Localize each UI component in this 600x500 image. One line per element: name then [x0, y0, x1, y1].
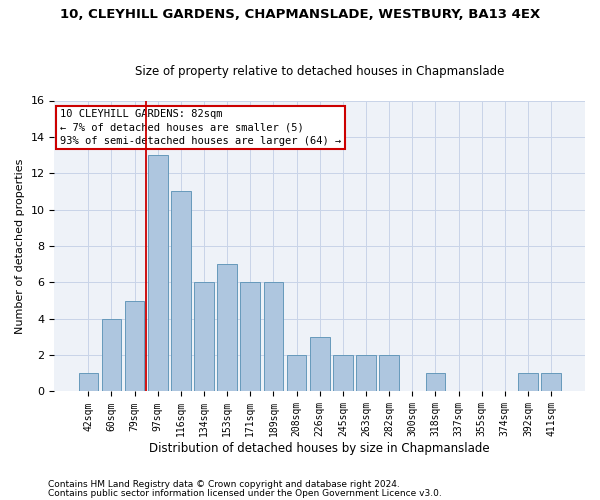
Bar: [125, 300, 145, 392]
Bar: [194, 282, 214, 392]
Bar: [310, 337, 329, 392]
Bar: [425, 374, 445, 392]
X-axis label: Distribution of detached houses by size in Chapmanslade: Distribution of detached houses by size …: [149, 442, 490, 455]
Bar: [356, 355, 376, 392]
Y-axis label: Number of detached properties: Number of detached properties: [15, 158, 25, 334]
Bar: [101, 318, 121, 392]
Bar: [541, 374, 561, 392]
Bar: [287, 355, 307, 392]
Bar: [518, 374, 538, 392]
Bar: [217, 264, 237, 392]
Bar: [148, 155, 167, 392]
Title: Size of property relative to detached houses in Chapmanslade: Size of property relative to detached ho…: [135, 66, 505, 78]
Bar: [79, 374, 98, 392]
Bar: [171, 192, 191, 392]
Text: 10 CLEYHILL GARDENS: 82sqm
← 7% of detached houses are smaller (5)
93% of semi-d: 10 CLEYHILL GARDENS: 82sqm ← 7% of detac…: [60, 109, 341, 146]
Text: Contains HM Land Registry data © Crown copyright and database right 2024.: Contains HM Land Registry data © Crown c…: [48, 480, 400, 489]
Bar: [263, 282, 283, 392]
Text: 10, CLEYHILL GARDENS, CHAPMANSLADE, WESTBURY, BA13 4EX: 10, CLEYHILL GARDENS, CHAPMANSLADE, WEST…: [60, 8, 540, 20]
Bar: [333, 355, 353, 392]
Bar: [379, 355, 399, 392]
Bar: [241, 282, 260, 392]
Text: Contains public sector information licensed under the Open Government Licence v3: Contains public sector information licen…: [48, 489, 442, 498]
